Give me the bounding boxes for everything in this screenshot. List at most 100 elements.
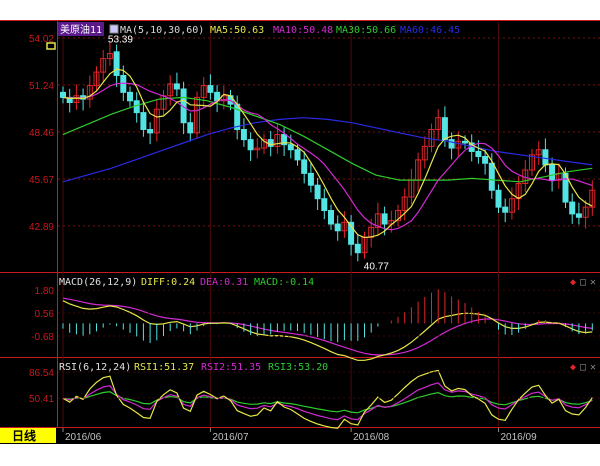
candle — [589, 189, 596, 208]
candle — [106, 53, 113, 60]
ma10-line — [62, 82, 593, 231]
candle — [307, 172, 314, 186]
candle — [488, 162, 495, 191]
candle — [428, 128, 435, 147]
candle — [133, 100, 140, 114]
rsi-close-icon[interactable]: ✕ — [590, 362, 596, 373]
rsi-move-icon[interactable]: ◆ — [570, 362, 576, 373]
macd-close-icon[interactable]: ✕ — [590, 277, 596, 288]
candle — [482, 155, 489, 164]
period-button[interactable] — [0, 428, 56, 443]
candle — [200, 85, 207, 98]
candle — [254, 147, 261, 151]
macd-tick-label: 0.56 — [35, 309, 55, 320]
rsi3-value: RSI3:53.20 — [268, 362, 328, 373]
macd-move-icon[interactable]: ◆ — [570, 277, 576, 288]
candle — [281, 134, 288, 146]
low-price-label: 40.77 — [364, 262, 389, 273]
ma60-line — [62, 117, 593, 183]
price-tick-label: 45.67 — [29, 175, 54, 186]
ma60-value: MA60:46.45 — [400, 25, 460, 36]
candle — [261, 139, 267, 149]
marker-icon[interactable] — [46, 42, 56, 50]
ma30-value: MA30:50.66 — [336, 25, 396, 36]
candle — [475, 150, 482, 157]
candle — [301, 159, 308, 174]
macd-params: MACD(26,12,9) — [59, 277, 137, 288]
symbol-label: 美原油11 — [60, 23, 102, 36]
candle — [421, 145, 428, 161]
macd-tick-label: -0.68 — [31, 332, 54, 343]
candle — [220, 95, 227, 102]
candle — [462, 140, 468, 144]
candle — [247, 139, 254, 151]
price-tick-label: 54.02 — [29, 34, 54, 45]
candle — [60, 91, 66, 98]
date-tick-label: 2016/07 — [212, 432, 249, 443]
period-label: 日线 — [12, 428, 36, 443]
candle — [240, 128, 247, 141]
candle — [341, 221, 348, 232]
dea-line — [62, 297, 593, 356]
candle — [381, 213, 388, 225]
rsi1-value: RSI1:51.37 — [134, 362, 194, 373]
rsi3-line — [62, 391, 593, 414]
candle — [140, 112, 147, 130]
high-price-label: 53.39 — [108, 35, 133, 46]
candle — [374, 213, 381, 228]
candle — [187, 122, 194, 134]
candle — [321, 198, 328, 212]
candle — [582, 206, 589, 218]
rsi1-line — [62, 369, 593, 429]
candle — [448, 139, 455, 149]
macd-value: MACD:-0.14 — [254, 277, 314, 288]
candle — [542, 149, 549, 166]
candle — [147, 128, 154, 134]
candle — [575, 213, 582, 218]
macd-maximize-icon[interactable]: □ — [580, 277, 586, 288]
candle — [328, 210, 334, 225]
candle — [354, 243, 361, 254]
rsi-maximize-icon[interactable]: □ — [580, 362, 586, 373]
candle — [173, 83, 180, 90]
ma5-line — [62, 68, 593, 239]
ma30-line — [62, 96, 593, 183]
candle — [441, 117, 448, 141]
candle — [127, 91, 133, 102]
candle — [267, 139, 274, 147]
date-tick-label: 2016/06 — [65, 432, 102, 443]
candle — [100, 58, 107, 73]
candle — [287, 144, 294, 151]
price-tick-label: 51.24 — [29, 81, 54, 92]
candle — [113, 51, 120, 76]
candle — [495, 189, 502, 208]
candle — [395, 210, 401, 222]
candle — [180, 88, 187, 124]
candle — [153, 108, 160, 134]
rsi-tick-label: 86.54 — [29, 368, 54, 379]
chart-background — [0, 20, 600, 444]
candle — [86, 85, 93, 100]
candle — [334, 223, 341, 232]
rsi-params: RSI(6,12,24) — [59, 362, 131, 373]
ma-params: MA(5,10,30,60) — [120, 25, 204, 36]
candle — [348, 221, 355, 245]
candle — [314, 184, 321, 200]
rsi-tick-label: 50.41 — [29, 394, 54, 405]
candle — [167, 83, 174, 97]
rsi2-line — [62, 382, 593, 421]
macd-diff: DIFF:0.24 — [141, 277, 195, 288]
candle — [535, 149, 542, 156]
ma5-value: MA5:50.63 — [210, 25, 264, 36]
macd-tick-label: 1.80 — [35, 286, 55, 297]
candle — [502, 206, 509, 213]
symbol-badge — [58, 22, 104, 36]
candle — [93, 71, 100, 87]
candle — [274, 134, 281, 147]
candle — [455, 140, 462, 149]
ma-settings-icon[interactable] — [109, 24, 119, 34]
price-tick-label: 42.89 — [29, 222, 54, 233]
candle — [549, 164, 556, 181]
